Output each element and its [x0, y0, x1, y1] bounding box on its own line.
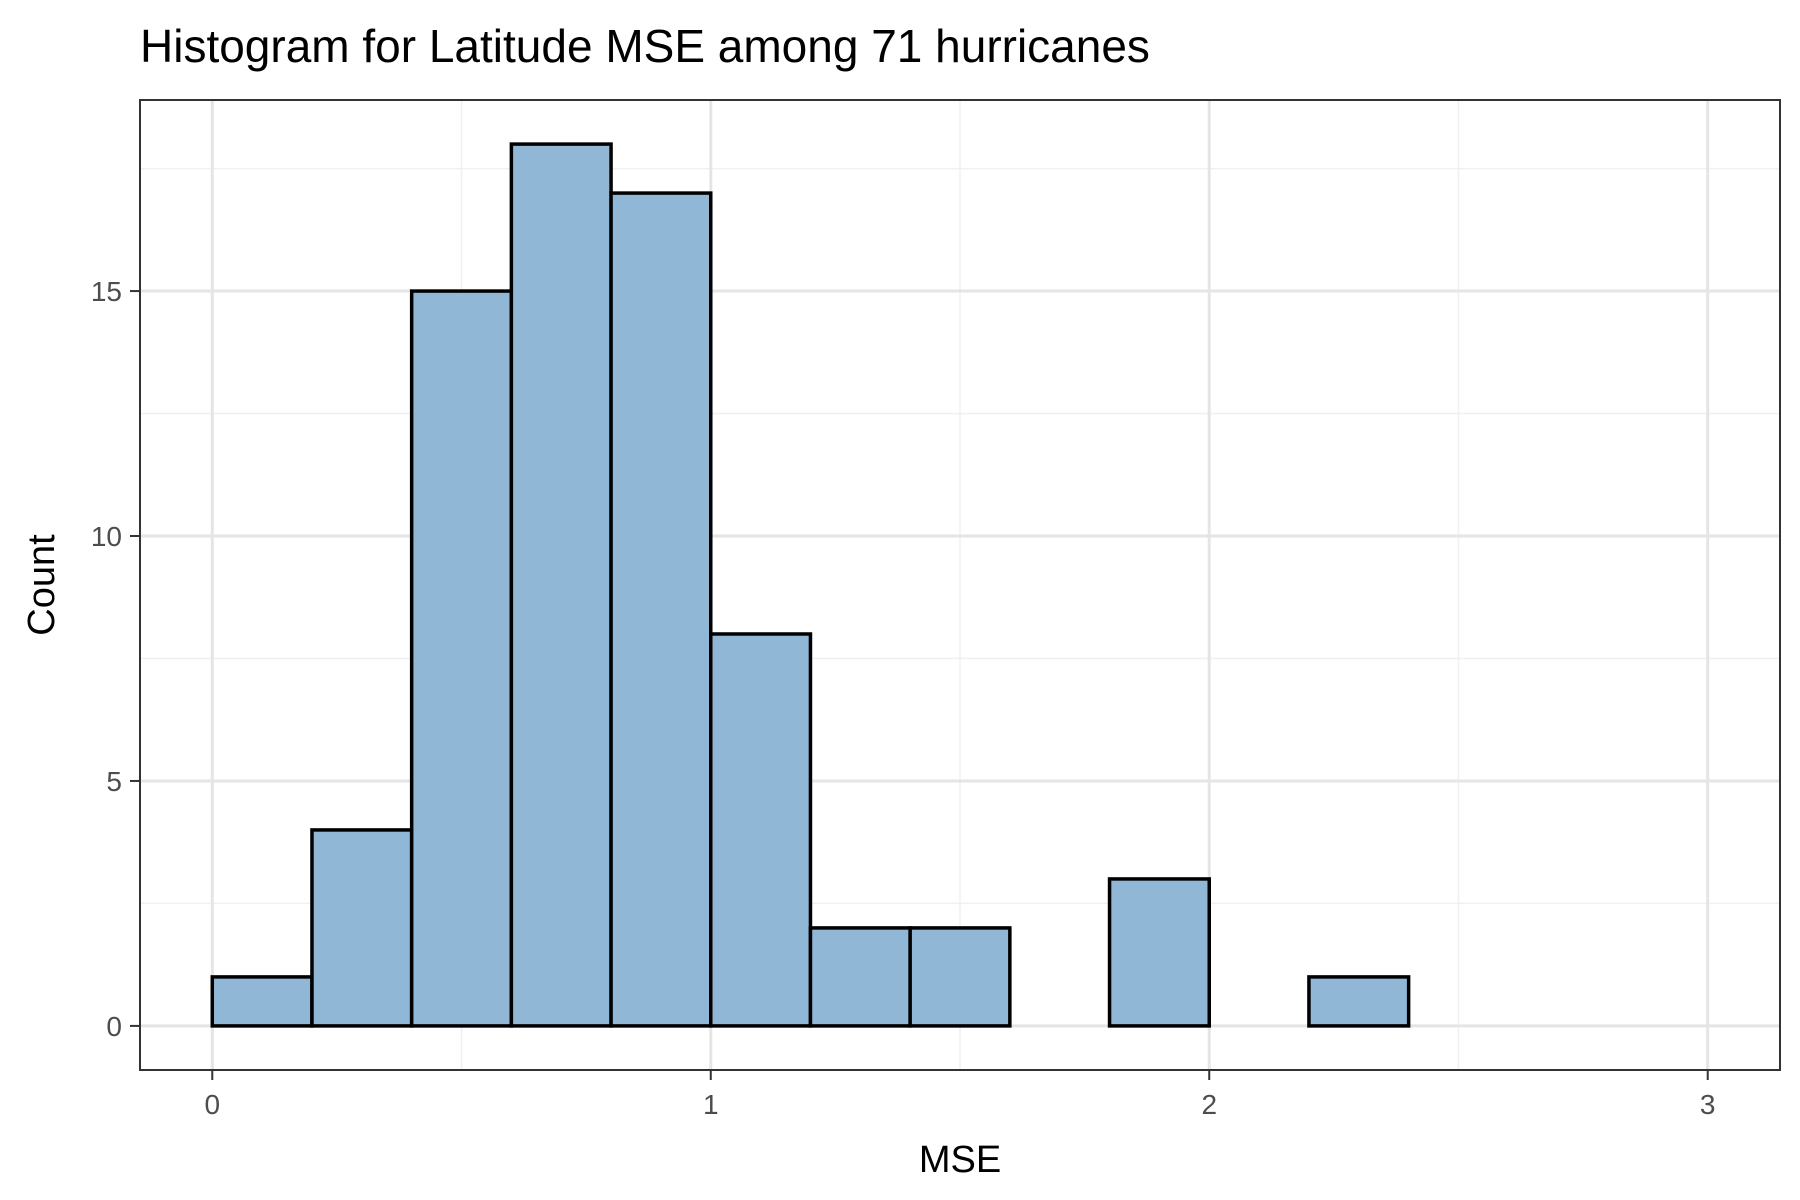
histogram-bar-4	[609, 191, 713, 1028]
histogram-bar-5	[709, 632, 813, 1028]
y-tick-label: 10	[91, 521, 122, 552]
y-axis-title: Count	[21, 534, 63, 636]
histogram-bar-9	[1107, 877, 1211, 1028]
y-tick-label: 15	[91, 276, 122, 307]
y-axis: 0 5 10 15	[91, 276, 140, 1042]
panel-border	[139, 99, 1781, 1071]
x-axis-title: MSE	[919, 1139, 1001, 1181]
histogram-bar-6	[808, 926, 912, 1028]
chart-title: Histogram for Latitude MSE among 71 hurr…	[140, 20, 1150, 72]
y-tick-label: 0	[106, 1011, 122, 1042]
x-tick-label: 1	[703, 1089, 719, 1120]
histogram-bar-2	[409, 289, 514, 1028]
histogram-bar-7	[908, 926, 1012, 1028]
x-tick-label: 2	[1201, 1089, 1217, 1120]
y-tick-label: 5	[106, 766, 122, 797]
x-tick-label: 0	[204, 1089, 220, 1120]
x-tick-label: 3	[1700, 1089, 1716, 1120]
histogram-bar-11	[1307, 975, 1411, 1028]
histogram-bar-3	[509, 142, 613, 1028]
x-axis: 0 1 2 3	[204, 1070, 1716, 1120]
histogram-bar-0	[210, 975, 314, 1028]
bars-layer	[210, 142, 1411, 1028]
histogram-bar-1	[310, 828, 414, 1028]
